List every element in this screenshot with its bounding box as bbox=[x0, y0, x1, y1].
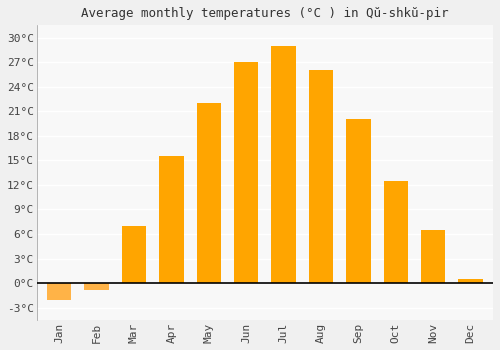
Bar bbox=[122, 226, 146, 283]
Bar bbox=[196, 103, 221, 283]
Bar bbox=[234, 62, 258, 283]
Bar bbox=[384, 181, 408, 283]
Bar bbox=[47, 283, 72, 300]
Bar bbox=[421, 230, 446, 283]
Bar bbox=[458, 279, 483, 283]
Bar bbox=[346, 119, 370, 283]
Bar bbox=[84, 283, 108, 290]
Bar bbox=[159, 156, 184, 283]
Bar bbox=[309, 70, 333, 283]
Bar bbox=[272, 46, 295, 283]
Title: Average monthly temperatures (°C ) in Qŭ-shkŭ-pir: Average monthly temperatures (°C ) in Qŭ… bbox=[81, 7, 448, 20]
